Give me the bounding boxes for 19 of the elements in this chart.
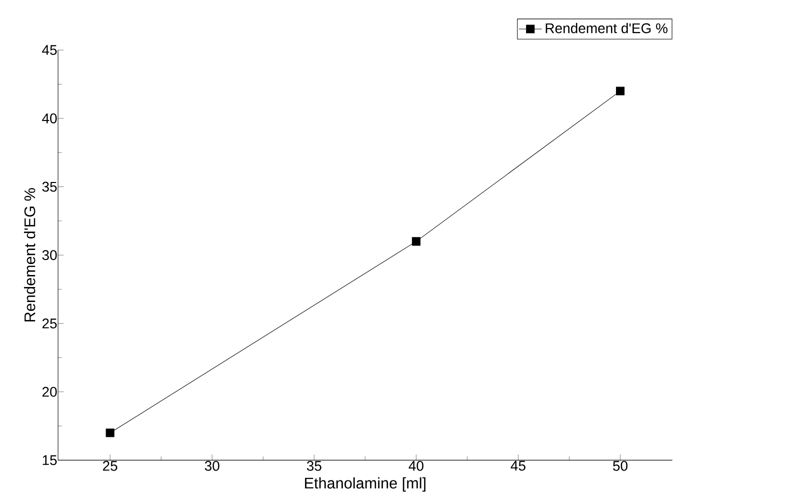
x-axis-title: Ethanolamine [ml]	[305, 477, 426, 492]
legend-label: Rendement d'EG %	[546, 22, 668, 34]
point	[106, 428, 114, 438]
y-tick-label: 35	[42, 182, 57, 192]
y-tick-label: 45	[42, 45, 57, 55]
y-tick-label: 40	[42, 113, 57, 124]
x-tick-label: 30	[204, 460, 220, 471]
x-tick-label: 35	[306, 460, 322, 471]
y-tick-label: 25	[42, 318, 57, 328]
y-tick-label: 15	[42, 455, 57, 465]
x-tick-label: 40	[408, 460, 424, 471]
x-tick-label: 50	[613, 460, 628, 471]
x-tick-label: 45	[510, 460, 526, 471]
x-tick-label: 25	[102, 460, 118, 471]
y-axis-title: Rendement d'EG %	[24, 188, 36, 322]
y-tick-label: 30	[42, 250, 57, 260]
y-tick-label: 20	[42, 386, 57, 397]
point	[616, 86, 625, 96]
point	[412, 237, 420, 246]
